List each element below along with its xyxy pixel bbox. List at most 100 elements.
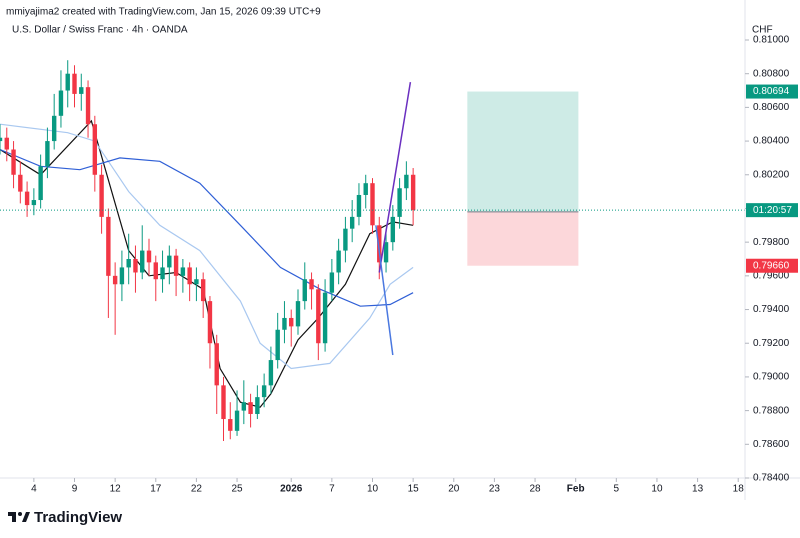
candle-body	[261, 385, 267, 398]
candle-body	[173, 255, 179, 276]
y-tick-label: 0.78400	[753, 473, 790, 484]
candle-body	[18, 174, 23, 192]
author-line: mmiyajima2 created with TradingView.com,…	[6, 7, 321, 18]
candle-body	[140, 250, 145, 273]
candle-body	[329, 272, 335, 293]
candle-body	[58, 90, 64, 116]
candle-body	[45, 141, 50, 167]
candle-body	[316, 289, 321, 344]
countdown-box	[746, 203, 798, 218]
brand-logo: TradingView	[8, 509, 122, 526]
x-tick-label: 23	[489, 484, 501, 495]
y-tick-label: 0.79600	[753, 270, 790, 281]
currency: CHF	[752, 25, 773, 36]
candle-body	[390, 216, 396, 243]
y-tick-label: 0.78600	[753, 439, 790, 450]
candle-body	[214, 343, 219, 386]
y-tick-label: 0.78800	[753, 405, 790, 416]
target-label-box	[746, 84, 798, 99]
target-zone	[467, 91, 579, 212]
candle-body	[79, 87, 84, 94]
candle-body	[255, 397, 260, 414]
logo-mark	[22, 512, 30, 522]
stop-zone	[467, 211, 579, 266]
y-tick-label: 0.80200	[753, 169, 790, 180]
y-tick-label: 0.79800	[753, 237, 790, 248]
x-tick-label: 5	[614, 484, 620, 495]
x-tick-label: 18	[733, 484, 745, 495]
x-tick-label: 17	[150, 484, 162, 495]
candle-body	[126, 259, 131, 268]
x-tick-label: 10	[651, 484, 663, 495]
candle-body	[153, 262, 158, 280]
candle-body	[31, 200, 37, 206]
candle-body	[51, 115, 57, 142]
candle-body	[295, 301, 301, 327]
brand-name: TradingView	[34, 509, 122, 526]
x-tick-label: 13	[692, 484, 704, 495]
candle-body	[133, 259, 138, 273]
candle-body	[228, 419, 233, 431]
header-backdrop	[0, 0, 744, 38]
moving-average	[0, 119, 414, 408]
candle-body	[85, 87, 91, 125]
candle-body	[221, 385, 226, 420]
y-tick-label: 0.80400	[753, 136, 790, 147]
trend-line	[378, 81, 412, 273]
candle-body	[119, 267, 125, 285]
candle-body	[343, 228, 348, 251]
y-tick-label: 0.80800	[753, 68, 790, 79]
logo-mark	[8, 512, 16, 522]
candle-body	[289, 317, 294, 327]
trend-line	[375, 225, 394, 356]
candle-body	[0, 137, 3, 142]
candle-body	[38, 166, 43, 201]
candle-body	[241, 402, 247, 411]
y-tick-label: 0.80600	[753, 102, 790, 113]
candle-body	[65, 73, 70, 91]
x-tick-label: 15	[408, 484, 420, 495]
candle-body	[282, 317, 287, 330]
y-tick-label: 0.79200	[753, 338, 790, 349]
candle-body	[404, 174, 409, 189]
candle-body	[397, 188, 402, 217]
candle-body	[112, 275, 118, 285]
logo-dot	[18, 512, 22, 516]
stop-label-box	[746, 258, 798, 273]
candle-body	[167, 255, 172, 268]
x-tick-label: Feb	[567, 484, 585, 495]
candle-body	[322, 292, 328, 344]
x-tick-label: 28	[529, 484, 541, 495]
candle-body	[160, 267, 165, 280]
candle-body	[336, 250, 341, 273]
candle-body	[377, 225, 382, 263]
x-tick-label: 25	[231, 484, 243, 495]
target-label: 0.80694	[753, 86, 790, 97]
candle-body	[275, 329, 280, 361]
symbol-line: U.S. Dollar / Swiss Franc · 4h · OANDA	[12, 25, 188, 36]
x-tick-label: 12	[110, 484, 122, 495]
x-tick-label: 10	[367, 484, 379, 495]
countdown: 01:20:57	[753, 205, 792, 216]
candle-body	[234, 410, 240, 431]
candle-body	[72, 73, 77, 94]
candle-body	[146, 250, 152, 263]
x-tick-label: 9	[72, 484, 78, 495]
candle-body	[410, 174, 416, 211]
candle-body	[194, 279, 199, 285]
candle-body	[383, 242, 389, 263]
candle-body	[309, 279, 314, 290]
candle-body	[248, 402, 253, 414]
candle-body	[106, 216, 111, 276]
candle-body	[200, 279, 206, 302]
x-tick-label: 22	[191, 484, 203, 495]
candle-body	[180, 267, 186, 276]
candle-body	[356, 194, 362, 217]
candle-body	[4, 137, 9, 150]
plot-area	[0, 60, 745, 441]
x-tick-label: 20	[448, 484, 460, 495]
candle-body	[24, 191, 30, 206]
candle-body	[302, 279, 307, 302]
x-tick-label: 7	[329, 484, 335, 495]
